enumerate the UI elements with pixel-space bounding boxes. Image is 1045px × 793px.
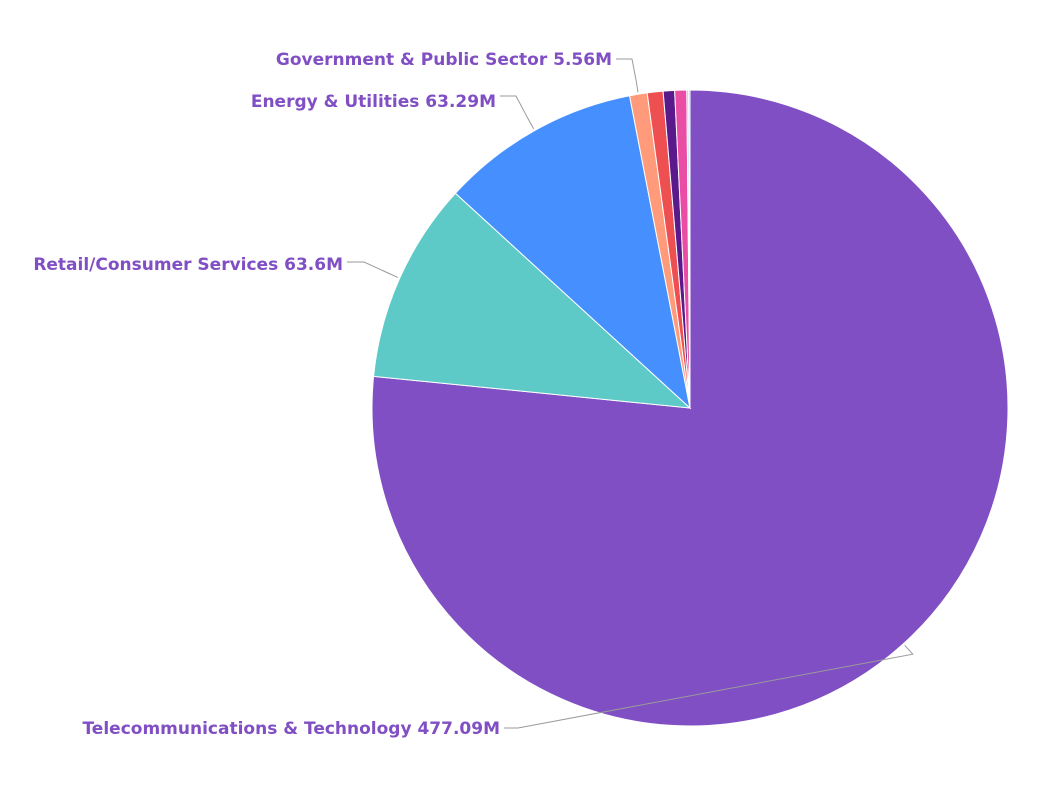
slice-label: Telecommunications & Technology 477.09M <box>82 719 500 739</box>
leader-line <box>500 95 535 130</box>
leader-line <box>347 261 399 278</box>
leader-line <box>616 58 639 93</box>
pie-slice-retail-consumer-services <box>373 192 692 409</box>
slice-label: Energy & Utilities 63.29M <box>251 92 496 112</box>
pie-slice-8 <box>688 89 691 409</box>
leader-lines <box>347 58 914 729</box>
pie-slices <box>371 89 1009 727</box>
slice-label: Retail/Consumer Services 63.6M <box>33 255 343 275</box>
pie-slice-energy-utilities <box>454 95 691 410</box>
slice-labels: Telecommunications & Technology 477.09M R… <box>33 50 612 739</box>
leader-line <box>504 644 914 729</box>
pie-slice-telecommunications-technology <box>371 89 1009 727</box>
slice-label: Government & Public Sector 5.56M <box>276 50 612 70</box>
